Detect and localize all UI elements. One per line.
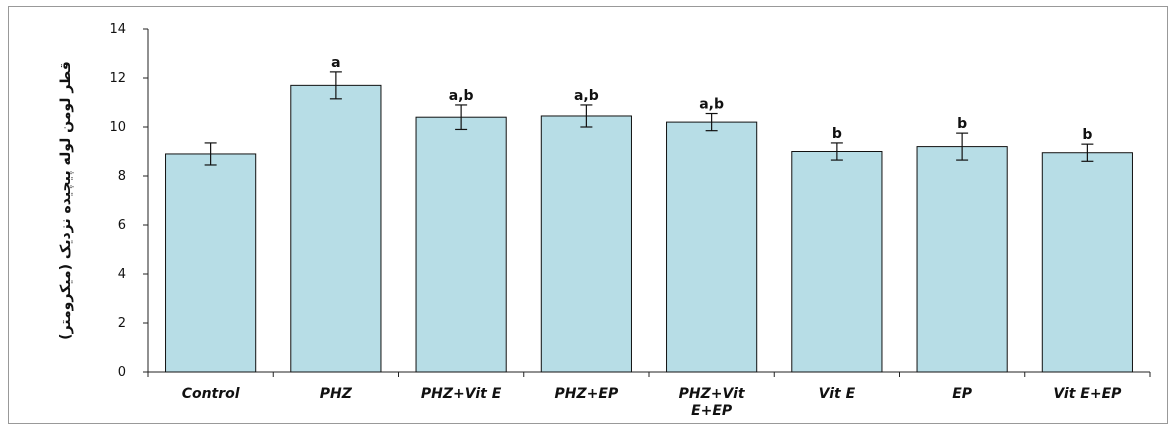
y-tick-label: 0 xyxy=(118,365,126,380)
y-tick-label: 6 xyxy=(118,218,126,233)
error-bars xyxy=(204,71,1094,166)
bar xyxy=(916,146,1008,373)
y-tick-label: 12 xyxy=(109,71,126,86)
x-tick-label: Vit E+EP xyxy=(1053,386,1122,402)
y-axis-label: قطر لومن لوله پیچیده نزدیک (میکرومتر) xyxy=(58,61,74,340)
y-tick-label: 2 xyxy=(118,316,126,331)
x-tick-label: EP xyxy=(952,386,973,402)
bar xyxy=(791,151,883,373)
bar xyxy=(165,153,257,373)
x-tick-label: Vit E xyxy=(819,386,856,402)
significance-label: a xyxy=(331,55,340,71)
x-tick-label: PHZ xyxy=(320,386,353,402)
x-tick-label: PHZ+Vit E xyxy=(421,386,502,402)
bar xyxy=(415,116,507,373)
bar xyxy=(1041,152,1133,373)
labels: 0 2 4 6 8 10 12 14 Control a PHZ a,b PHZ+Vit E a,b PHZ… xyxy=(109,22,1122,419)
x-tick-label: E+EP xyxy=(691,403,733,419)
bar xyxy=(290,84,382,373)
x-tick-label: Control xyxy=(182,386,240,402)
y-tick-label: 8 xyxy=(118,169,126,184)
significance-label: b xyxy=(957,116,967,132)
bars xyxy=(165,84,1133,373)
bar xyxy=(666,121,758,373)
significance-label: b xyxy=(832,126,842,142)
significance-label: b xyxy=(1082,127,1092,143)
bar xyxy=(540,115,632,373)
x-tick-label: PHZ+Vit xyxy=(679,386,746,402)
significance-label: a,b xyxy=(574,88,599,104)
y-tick-label: 10 xyxy=(109,120,126,135)
significance-label: a,b xyxy=(699,97,724,113)
significance-label: a,b xyxy=(449,88,474,104)
y-tick-label: 4 xyxy=(118,267,126,282)
y-tick-label: 14 xyxy=(109,22,126,37)
x-tick-label: PHZ+EP xyxy=(555,386,619,402)
